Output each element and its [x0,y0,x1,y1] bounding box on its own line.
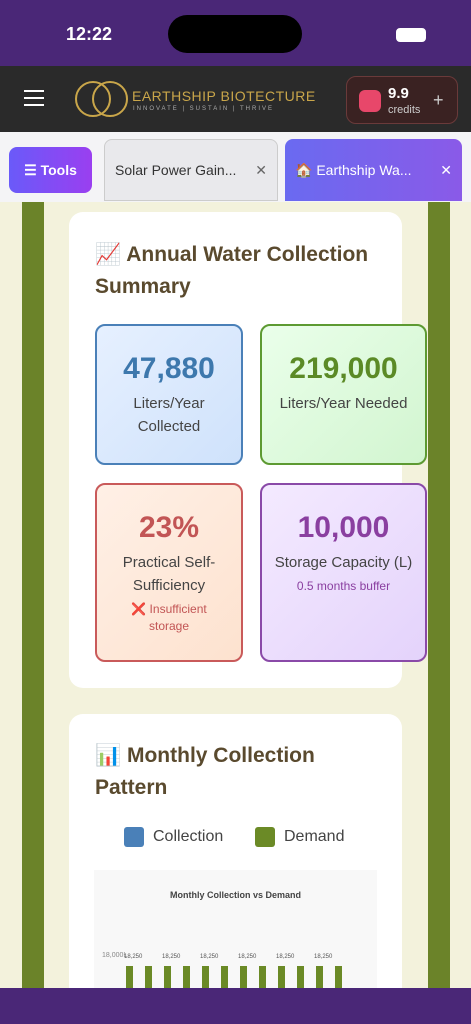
credits-button[interactable]: 9.9 credits + [346,76,458,124]
tab-close[interactable]: ✕ [255,161,267,178]
bar-label: 18,250 [238,954,257,960]
stat-label: Practical Self-Sufficiency [122,554,216,594]
stat-card: 219,000 Liters/Year Needed [260,324,427,465]
credits-value: 9.9 [388,85,409,102]
tab-label: 🏠 Earthship Wa... [295,161,412,178]
notch [168,15,302,53]
menu-button[interactable] [24,90,44,106]
credits-icon [359,90,381,112]
stat-note: 0.5 months buffer [296,579,391,593]
stat-label: Liters/Year Needed [279,395,408,412]
stat-card: 47,880 Liters/Year Collected [95,324,243,465]
stat-label: Storage Capacity (L) [274,554,413,571]
tools-button[interactable]: ☰ Tools [9,147,92,193]
border-stripe [22,202,44,988]
tab[interactable]: Solar Power Gain... ✕ [104,139,278,201]
add-credits[interactable]: + [433,90,444,110]
tab-active[interactable]: 🏠 Earthship Wa... ✕ [285,139,462,201]
tagline: INNOVATE | SUSTAIN | THRIVE [133,106,275,112]
logo [75,81,128,117]
legend-label: Collection [153,828,224,845]
tab-close[interactable]: ✕ [440,161,452,178]
status-bar: 12:22 [0,0,471,66]
stat-note: ❌ Insufficient storage [131,602,207,633]
chart-title: Monthly Collection vs Demand [169,890,301,900]
stat-card: 10,000 Storage Capacity (L) 0.5 months buf… [260,483,427,662]
border-stripe [428,202,450,988]
legend-label: Demand [284,828,345,845]
y-tick-label: 18,000L [102,952,128,959]
card-title: 📊 Monthly Collection Pattern [95,744,315,799]
stat-value: 47,880 [123,352,215,385]
tab-label: Solar Power Gain... [115,162,237,178]
header: EARTHSHIP BIOTECTURE INNOVATE | SUSTAIN … [0,66,471,132]
stat-value: 219,000 [289,352,398,385]
bar-label: 18,250 [200,954,219,960]
legend-swatch [255,827,275,847]
battery [396,28,426,42]
stat-value: 10,000 [297,511,390,544]
bar-label: 18,250 [314,954,333,960]
brand: EARTHSHIP BIOTECTURE [132,88,316,104]
bottom-bar [0,988,471,1024]
stat-value: 23% [138,511,200,544]
card-title: 📈 Annual Water Collection Summary [95,243,369,298]
bar-label: 18,250 [276,954,295,960]
pattern-card: 📊 Monthly Collection Pattern Collection … [69,714,402,1010]
tools-label: Tools [40,162,77,178]
stat-label: Liters/Year Collected [133,395,205,435]
time: 12:22 [66,24,113,44]
legend-swatch [124,827,144,847]
credits-label: credits [388,104,421,116]
stat-card: 23% Practical Self-Sufficiency ❌ Insuffici… [95,483,243,662]
bar-label: 18,250 [162,954,181,960]
bar-label: 18,250 [124,954,143,960]
